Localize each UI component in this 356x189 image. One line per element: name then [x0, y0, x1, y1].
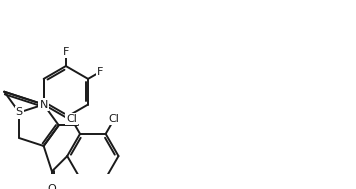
Text: N: N	[40, 100, 48, 109]
Text: F: F	[63, 47, 69, 57]
Text: Cl: Cl	[109, 114, 120, 124]
Text: F: F	[97, 67, 104, 77]
Text: O: O	[48, 184, 56, 189]
Text: Cl: Cl	[66, 114, 77, 124]
Text: S: S	[16, 107, 23, 117]
